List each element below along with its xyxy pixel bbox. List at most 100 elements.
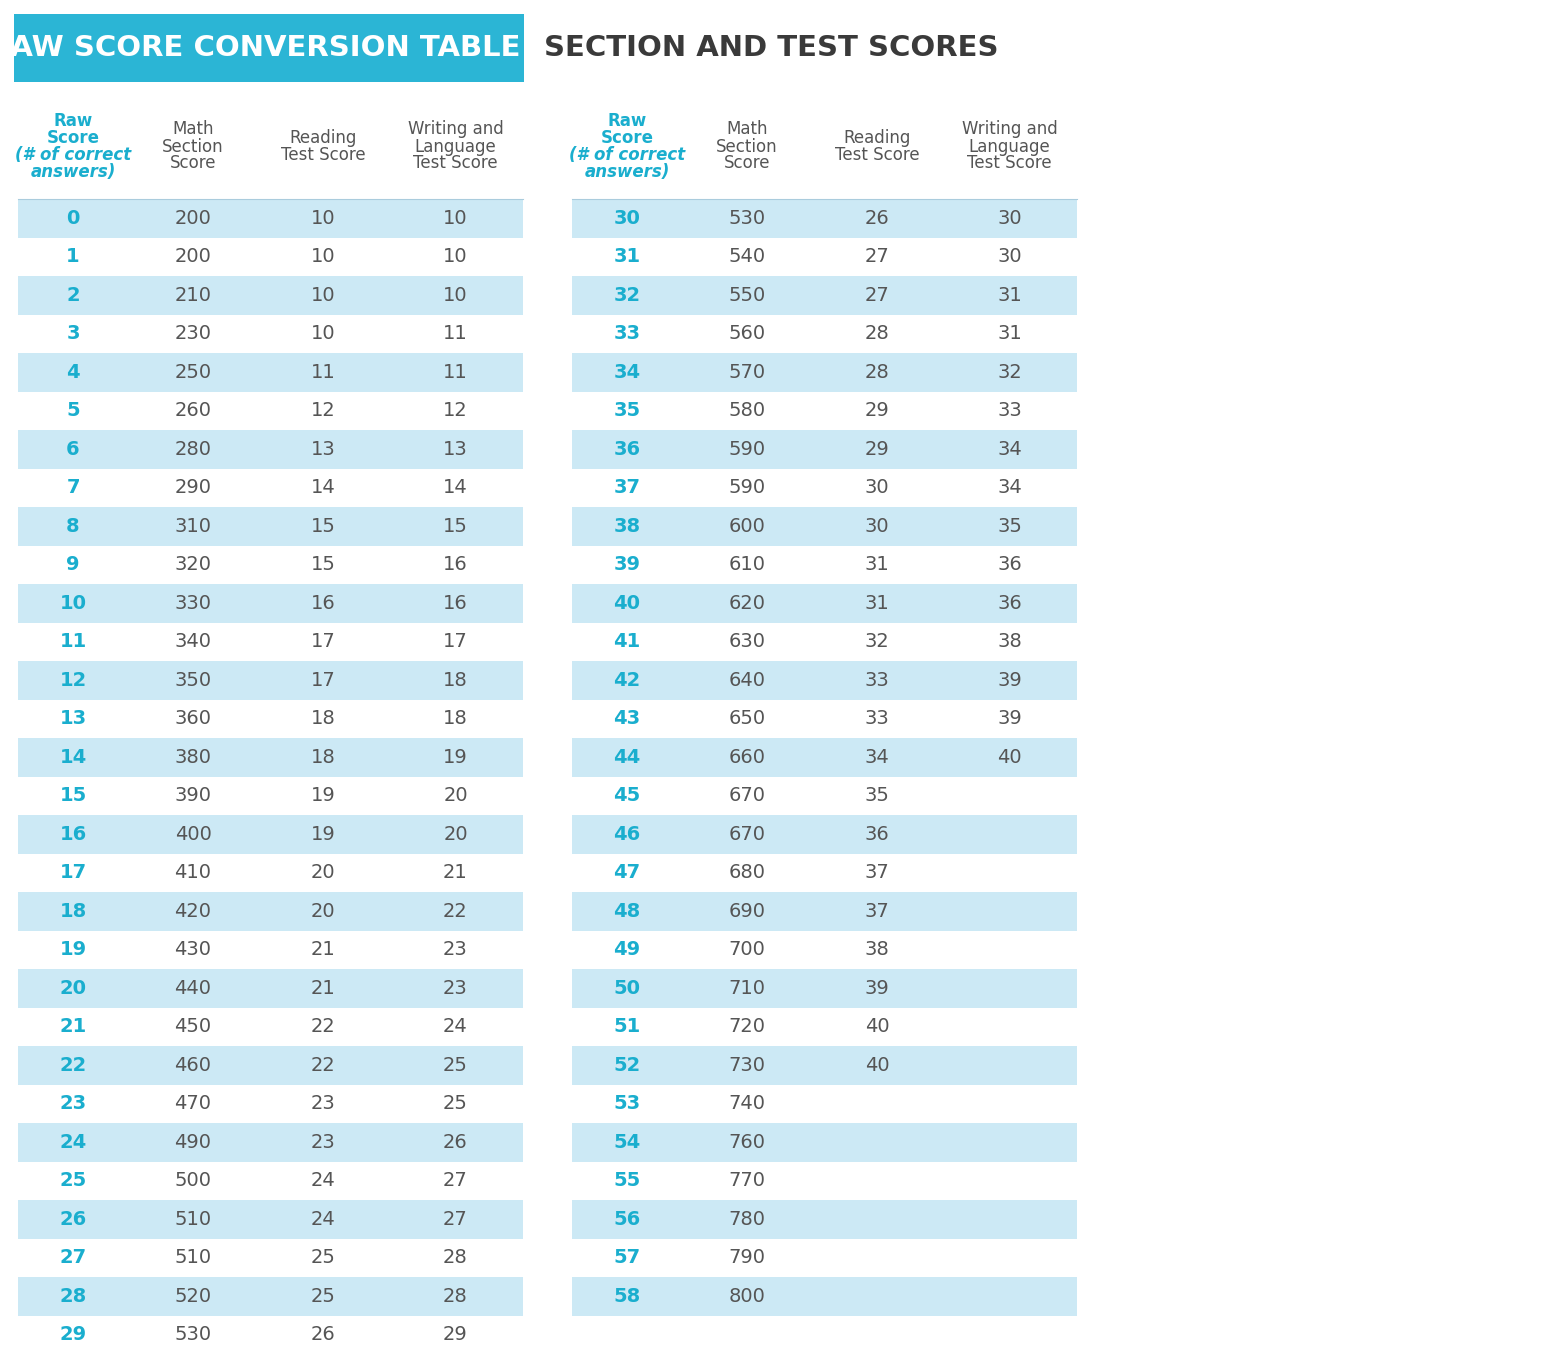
Text: 6: 6 <box>66 439 80 458</box>
Text: 24: 24 <box>311 1210 336 1229</box>
Text: 14: 14 <box>444 479 469 498</box>
Text: 10: 10 <box>311 285 336 304</box>
Text: 19: 19 <box>311 786 336 805</box>
Text: 38: 38 <box>865 940 889 959</box>
Text: 37: 37 <box>614 479 640 498</box>
Text: 57: 57 <box>614 1248 640 1267</box>
Text: 0: 0 <box>66 209 80 228</box>
FancyBboxPatch shape <box>572 930 1078 968</box>
FancyBboxPatch shape <box>19 738 523 776</box>
Text: 39: 39 <box>614 555 640 574</box>
Text: 360: 360 <box>175 709 211 728</box>
Text: Test Score: Test Score <box>281 146 366 164</box>
Text: 33: 33 <box>865 709 889 728</box>
Text: 47: 47 <box>614 863 640 883</box>
Text: 31: 31 <box>997 325 1022 344</box>
Text: Math: Math <box>726 120 769 139</box>
FancyBboxPatch shape <box>572 1200 1078 1239</box>
Text: 540: 540 <box>728 247 765 266</box>
Text: 510: 510 <box>175 1210 211 1229</box>
Text: 16: 16 <box>444 555 469 574</box>
FancyBboxPatch shape <box>19 391 523 430</box>
Text: 40: 40 <box>614 593 640 612</box>
Text: 740: 740 <box>728 1094 765 1113</box>
FancyBboxPatch shape <box>572 199 1078 237</box>
Text: 730: 730 <box>728 1056 765 1075</box>
Text: 610: 610 <box>728 555 765 574</box>
FancyBboxPatch shape <box>19 776 523 816</box>
Text: 35: 35 <box>864 786 889 805</box>
Text: 55: 55 <box>614 1172 640 1191</box>
FancyBboxPatch shape <box>19 1084 523 1123</box>
Text: 15: 15 <box>311 555 336 574</box>
Text: 600: 600 <box>728 517 765 536</box>
Text: 20: 20 <box>311 902 336 921</box>
Text: 18: 18 <box>444 709 469 728</box>
Text: 26: 26 <box>444 1132 469 1151</box>
Text: 48: 48 <box>614 902 640 921</box>
Text: Section: Section <box>162 138 223 155</box>
Text: 17: 17 <box>311 633 336 651</box>
FancyBboxPatch shape <box>19 1277 523 1315</box>
Text: Test Score: Test Score <box>414 154 498 172</box>
Text: 27: 27 <box>444 1172 469 1191</box>
Text: 580: 580 <box>728 401 765 420</box>
Text: 31: 31 <box>865 593 889 612</box>
Text: 27: 27 <box>865 247 889 266</box>
Text: 590: 590 <box>728 479 765 498</box>
Text: 33: 33 <box>614 325 640 344</box>
Text: 28: 28 <box>865 325 889 344</box>
Text: 16: 16 <box>444 593 469 612</box>
FancyBboxPatch shape <box>572 353 1078 391</box>
Text: 51: 51 <box>614 1018 640 1037</box>
Text: 560: 560 <box>728 325 765 344</box>
Text: Raw: Raw <box>608 112 647 130</box>
Text: 390: 390 <box>175 786 211 805</box>
Text: 230: 230 <box>175 325 211 344</box>
Text: 19: 19 <box>59 940 86 959</box>
Text: 27: 27 <box>59 1248 86 1267</box>
Text: 350: 350 <box>175 671 211 690</box>
FancyBboxPatch shape <box>14 14 523 82</box>
Text: 210: 210 <box>175 285 211 304</box>
Text: 24: 24 <box>444 1018 469 1037</box>
Text: RAW SCORE CONVERSION TABLE 1: RAW SCORE CONVERSION TABLE 1 <box>0 34 550 61</box>
Text: answers): answers) <box>30 164 116 181</box>
Text: 27: 27 <box>444 1210 469 1229</box>
Text: Reading: Reading <box>843 130 911 147</box>
Text: 20: 20 <box>444 825 467 844</box>
Text: 31: 31 <box>865 555 889 574</box>
Text: 25: 25 <box>311 1286 336 1305</box>
FancyBboxPatch shape <box>19 1239 523 1277</box>
Text: 36: 36 <box>997 593 1022 612</box>
Text: 310: 310 <box>175 517 211 536</box>
Text: 34: 34 <box>865 747 889 767</box>
FancyBboxPatch shape <box>572 1008 1078 1046</box>
Text: 14: 14 <box>59 747 86 767</box>
Text: Test Score: Test Score <box>967 154 1051 172</box>
Text: 9: 9 <box>66 555 80 574</box>
Text: 30: 30 <box>865 517 889 536</box>
FancyBboxPatch shape <box>572 276 1078 315</box>
Text: 10: 10 <box>444 285 467 304</box>
Text: 13: 13 <box>311 439 336 458</box>
Text: 34: 34 <box>997 479 1022 498</box>
FancyBboxPatch shape <box>19 662 523 700</box>
FancyBboxPatch shape <box>19 968 523 1008</box>
Text: 640: 640 <box>728 671 765 690</box>
Text: 18: 18 <box>311 747 336 767</box>
Text: 12: 12 <box>311 401 336 420</box>
Text: 650: 650 <box>728 709 765 728</box>
Text: 44: 44 <box>614 747 640 767</box>
Text: 620: 620 <box>728 593 765 612</box>
Text: 37: 37 <box>865 863 889 883</box>
Text: 35: 35 <box>997 517 1022 536</box>
Text: 23: 23 <box>59 1094 86 1113</box>
Text: 710: 710 <box>728 979 765 997</box>
FancyBboxPatch shape <box>572 1084 1078 1123</box>
FancyBboxPatch shape <box>19 930 523 968</box>
Text: 24: 24 <box>311 1172 336 1191</box>
Text: 510: 510 <box>175 1248 211 1267</box>
Text: 17: 17 <box>311 671 336 690</box>
Text: 29: 29 <box>444 1326 469 1345</box>
